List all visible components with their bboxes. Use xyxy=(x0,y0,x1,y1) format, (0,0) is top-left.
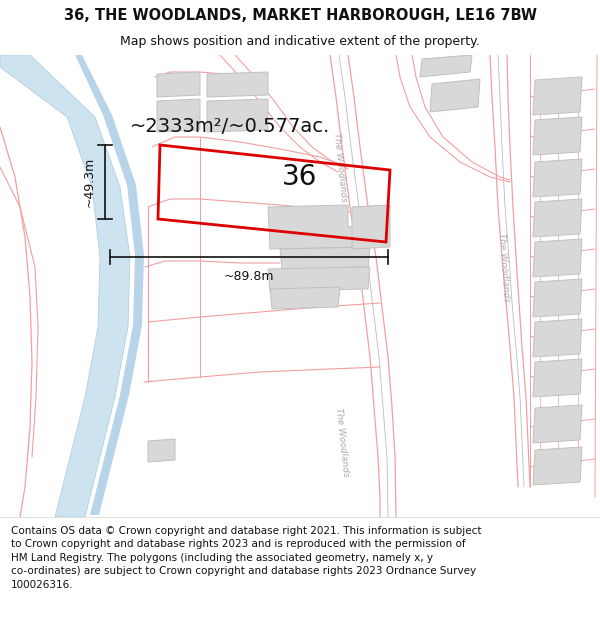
Polygon shape xyxy=(207,72,268,97)
Polygon shape xyxy=(533,405,582,443)
Text: The Woodlands: The Woodlands xyxy=(334,407,350,477)
Polygon shape xyxy=(533,279,582,317)
Polygon shape xyxy=(420,55,472,77)
Polygon shape xyxy=(157,99,200,132)
Polygon shape xyxy=(533,359,582,397)
Polygon shape xyxy=(0,55,130,517)
Polygon shape xyxy=(148,439,175,462)
Polygon shape xyxy=(533,447,582,485)
Text: 36: 36 xyxy=(283,163,317,191)
Text: ~89.8m: ~89.8m xyxy=(224,271,274,284)
Polygon shape xyxy=(533,319,582,357)
Polygon shape xyxy=(533,117,582,155)
Polygon shape xyxy=(157,72,200,97)
Text: The Woodlands: The Woodlands xyxy=(332,132,348,202)
Polygon shape xyxy=(430,79,480,112)
Polygon shape xyxy=(533,77,582,115)
Polygon shape xyxy=(533,239,582,277)
Text: ~2333m²/~0.577ac.: ~2333m²/~0.577ac. xyxy=(130,118,330,136)
Text: Map shows position and indicative extent of the property.: Map shows position and indicative extent… xyxy=(120,35,480,48)
Text: The Woodlands: The Woodlands xyxy=(497,232,511,302)
Polygon shape xyxy=(207,99,268,132)
Polygon shape xyxy=(268,267,370,291)
Polygon shape xyxy=(268,205,368,249)
Polygon shape xyxy=(533,199,582,237)
Polygon shape xyxy=(352,205,390,249)
Text: 36, THE WOODLANDS, MARKET HARBOROUGH, LE16 7BW: 36, THE WOODLANDS, MARKET HARBOROUGH, LE… xyxy=(64,8,536,23)
Polygon shape xyxy=(58,55,144,515)
Text: Contains OS data © Crown copyright and database right 2021. This information is : Contains OS data © Crown copyright and d… xyxy=(11,526,481,590)
Polygon shape xyxy=(270,287,340,309)
Text: ~49.3m: ~49.3m xyxy=(83,157,95,207)
Polygon shape xyxy=(533,159,582,197)
Polygon shape xyxy=(280,247,370,269)
